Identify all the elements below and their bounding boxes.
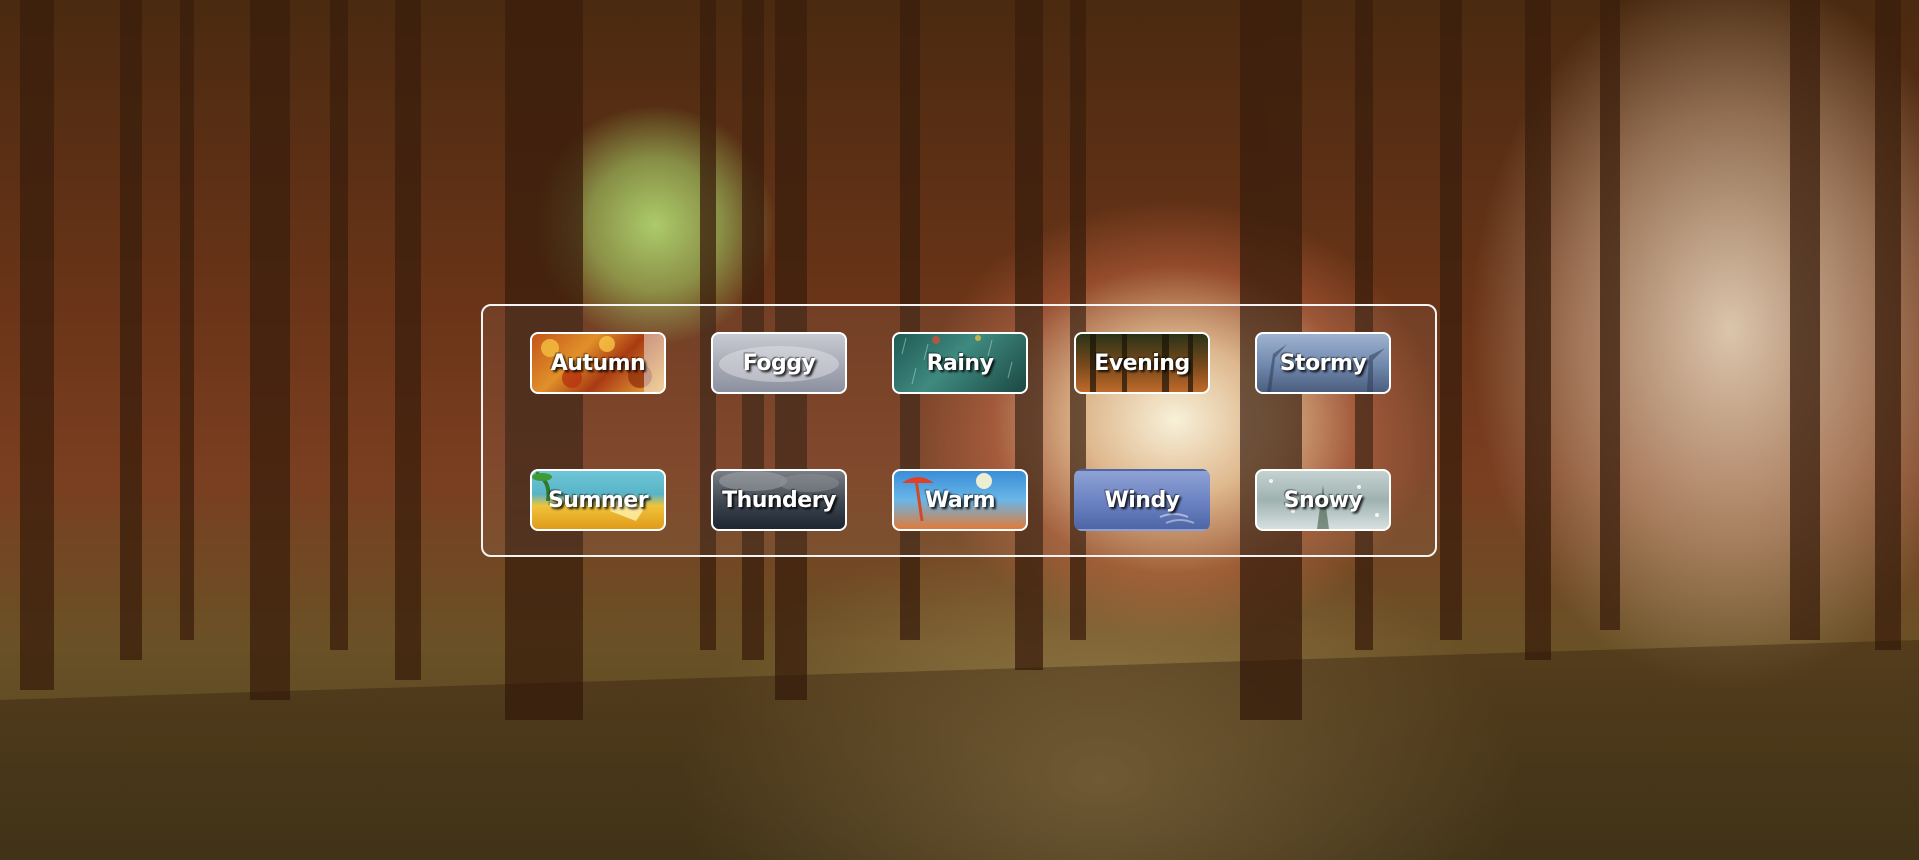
weather-tile-autumn[interactable]: Autumn [530, 332, 666, 394]
tile-label: Stormy [1279, 350, 1367, 376]
weather-tile-evening[interactable]: Evening [1074, 332, 1210, 394]
tile-label: Autumn [550, 350, 646, 376]
autumn-leaves-image [541, 334, 664, 392]
rain-image [901, 335, 1013, 385]
tile-label: Evening [1094, 350, 1190, 376]
weather-tile-foggy[interactable]: Foggy [711, 332, 847, 394]
weather-tile-rainy[interactable]: Rainy [892, 332, 1028, 394]
evening-forest-image [1090, 334, 1193, 392]
snow-image [1269, 479, 1379, 529]
weather-tile-windy[interactable]: Windy [1074, 469, 1210, 531]
tile-label: Windy [1104, 487, 1180, 513]
storm-palms-image [1267, 344, 1385, 392]
weather-selection-panel: Autumn Foggy Rainy [481, 304, 1437, 557]
tile-label: Snowy [1283, 487, 1363, 513]
warm-beach-image [902, 473, 992, 522]
fog-image [719, 346, 839, 382]
weather-tile-stormy[interactable]: Stormy [1255, 332, 1391, 394]
weather-tile-warm[interactable]: Warm [892, 469, 1028, 531]
weather-tile-summer[interactable]: Summer [530, 469, 666, 531]
tile-label: Foggy [742, 350, 816, 376]
beach-image [532, 471, 644, 521]
wind-image [1159, 513, 1195, 524]
tile-label: Thundery [722, 487, 836, 513]
weather-tile-thundery[interactable]: Thundery [711, 469, 847, 531]
tile-label: Summer [547, 487, 649, 513]
thunder-clouds-image [719, 471, 839, 492]
weather-tile-snowy[interactable]: Snowy [1255, 469, 1391, 531]
tile-label: Warm [924, 487, 996, 513]
tile-label: Rainy [926, 350, 994, 376]
